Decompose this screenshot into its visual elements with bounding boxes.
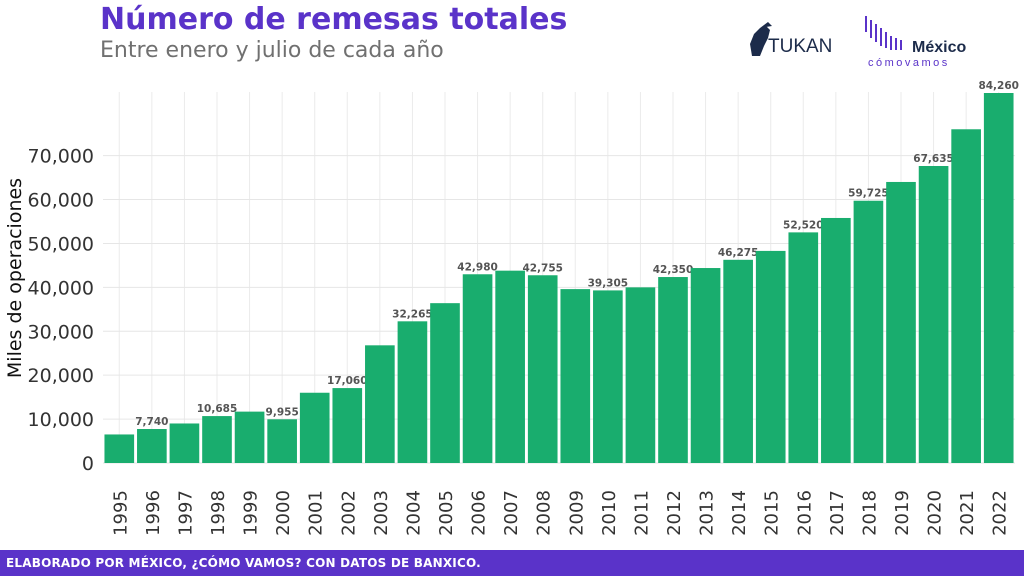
x-tick-label: 2010 <box>599 490 620 536</box>
x-tick-label: 2017 <box>827 490 848 536</box>
y-tick-label: 50,000 <box>28 233 94 255</box>
x-tick-label: 1998 <box>208 490 229 536</box>
bar-2022 <box>983 93 1014 463</box>
x-tick-label: 2004 <box>403 490 424 536</box>
x-tick-label: 2014 <box>729 490 750 536</box>
data-label-2008: 42,755 <box>522 262 563 274</box>
data-label-2014: 46,275 <box>718 247 759 259</box>
chart-title: Número de remesas totales <box>100 2 568 37</box>
data-label-1998: 10,685 <box>197 403 238 415</box>
mexico-como-vamos-logo: México cómovamos <box>865 16 966 69</box>
bar-2015 <box>755 250 786 463</box>
x-tick-label: 2005 <box>436 490 457 536</box>
x-tick-label: 1995 <box>110 490 131 536</box>
data-label-2002: 17,060 <box>327 375 368 387</box>
x-tick-label: 1996 <box>143 490 164 536</box>
x-tick-label: 2002 <box>338 490 359 536</box>
bar-2021 <box>951 129 981 464</box>
y-tick-label: 70,000 <box>28 146 94 168</box>
bar-2018 <box>853 200 884 463</box>
x-tick-label: 1997 <box>175 490 196 536</box>
x-tick-label: 2018 <box>859 490 880 536</box>
bar-2010 <box>593 290 623 463</box>
bar-2013 <box>690 268 721 463</box>
mcv-bars-icon <box>865 16 902 50</box>
bar-2019 <box>886 181 916 464</box>
data-label-2004: 32,265 <box>392 308 433 320</box>
bar-2009 <box>560 289 591 463</box>
x-tick-label: 2019 <box>892 490 913 536</box>
data-label-2000: 9,955 <box>266 406 299 418</box>
bar-2004 <box>397 321 428 463</box>
bar-2003 <box>365 345 395 463</box>
bar-2014 <box>723 259 753 463</box>
x-tick-label: 2021 <box>957 490 978 536</box>
bar-1995 <box>104 434 135 463</box>
y-axis-title: Miles de operaciones <box>4 178 26 378</box>
x-tick-label: 2020 <box>925 490 946 536</box>
y-tick-label: 40,000 <box>28 277 94 299</box>
y-tick-label: 20,000 <box>28 365 94 387</box>
y-tick-label: 0 <box>82 453 94 475</box>
x-tick-label: 2006 <box>469 490 490 536</box>
bar-2008 <box>527 275 558 463</box>
data-label-2006: 42,980 <box>457 261 498 273</box>
tukan-logo-text: TUKAN <box>768 36 832 57</box>
x-tick-label: 2008 <box>534 490 555 536</box>
x-tick-label: 2015 <box>762 490 783 536</box>
bar-2002 <box>332 388 363 463</box>
x-tick-label: 2007 <box>501 490 522 536</box>
x-tick-label: 1999 <box>241 490 262 536</box>
data-label-2018: 59,725 <box>848 188 889 200</box>
x-tick-label: 2003 <box>371 490 392 536</box>
bar-2020 <box>918 166 949 463</box>
footer-bar: ELABORADO POR MÉXICO, ¿CÓMO VAMOS? CON D… <box>0 550 1024 576</box>
data-label-1996: 7,740 <box>135 416 168 428</box>
bar-2011 <box>625 287 656 463</box>
x-tick-label: 2000 <box>273 490 294 536</box>
bar-2000 <box>267 419 297 463</box>
x-tick-label: 2012 <box>664 490 685 536</box>
bar-2012 <box>658 277 688 463</box>
tukan-bird-icon <box>750 26 770 56</box>
footer-credit: ELABORADO POR MÉXICO, ¿CÓMO VAMOS? CON D… <box>6 556 481 570</box>
bar-1999 <box>234 411 265 463</box>
data-label-2012: 42,350 <box>653 264 694 276</box>
bar-1998 <box>202 416 232 463</box>
bar-2005 <box>430 303 460 463</box>
x-tick-label: 2013 <box>697 490 718 536</box>
data-label-2020: 67,635 <box>913 153 954 165</box>
tukan-logo: TUKAN <box>750 22 832 57</box>
y-tick-label: 30,000 <box>28 321 94 343</box>
bar-2006 <box>462 274 493 463</box>
bar-1996 <box>137 429 167 463</box>
chart-subtitle: Entre enero y julio de cada año <box>100 38 444 63</box>
como-vamos-logo-text: cómovamos <box>868 57 950 69</box>
y-tick-label: 60,000 <box>28 190 94 212</box>
x-tick-label: 2001 <box>306 490 327 536</box>
bar-2017 <box>821 217 851 463</box>
bar-2001 <box>299 392 330 463</box>
x-tick-label: 2011 <box>631 490 652 536</box>
bar-2007 <box>495 270 525 463</box>
bar-chart: 0 10,000 20,000 30,000 40,000 50,000 60,000 70,… <box>4 80 1019 536</box>
y-tick-label: 10,000 <box>28 409 94 431</box>
mexico-logo-text: México <box>912 39 966 56</box>
bar-1997 <box>169 423 200 463</box>
data-label-2016: 52,520 <box>783 219 824 231</box>
x-tick-label: 2016 <box>794 490 815 536</box>
data-label-2010: 39,305 <box>588 277 629 289</box>
data-label-2022: 84,260 <box>978 80 1019 92</box>
x-tick-label: 2022 <box>990 490 1011 536</box>
x-tick-label: 2009 <box>566 490 587 536</box>
bar-2016 <box>788 232 819 463</box>
